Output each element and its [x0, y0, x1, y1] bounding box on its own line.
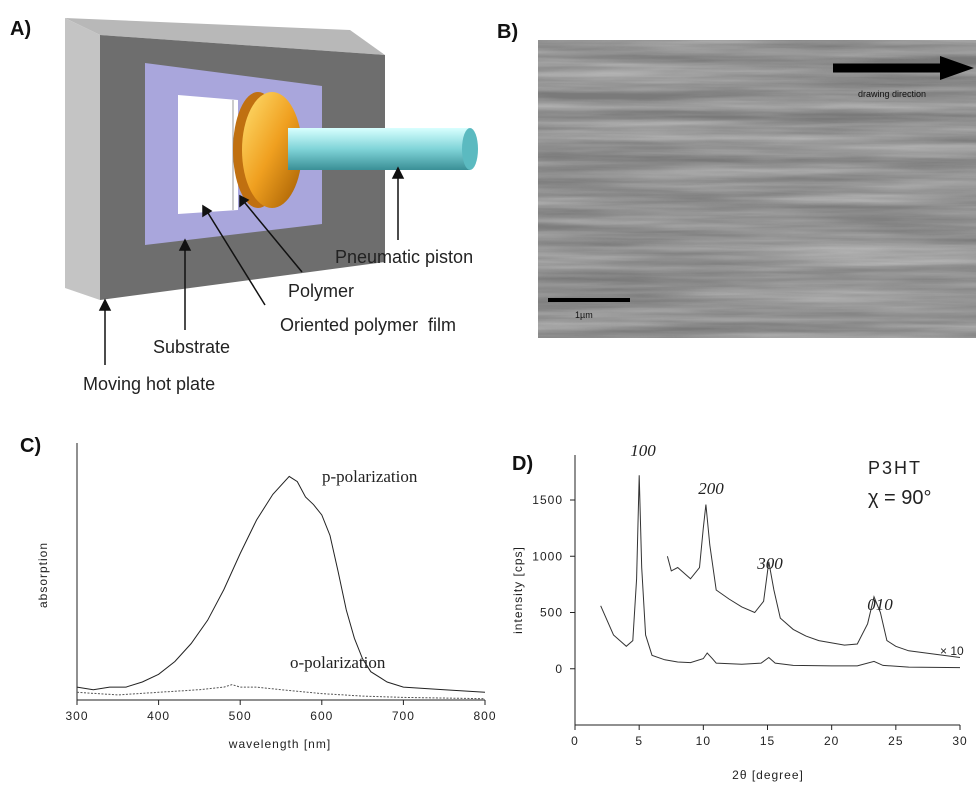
label: Moving hot plate	[83, 374, 215, 394]
arrow-label: drawing direction	[858, 89, 926, 99]
arrows	[98, 166, 405, 365]
plate-side	[65, 18, 100, 300]
data-line	[76, 475, 486, 693]
x-axis-label: 2θ [degree]	[732, 768, 804, 782]
data-line	[666, 504, 961, 658]
x-tick-label: 600	[310, 709, 333, 723]
x-tick-label: 10	[696, 734, 711, 748]
diagram: A) Pneumatic piston Polymer Oriented pol…	[10, 18, 478, 394]
plate-top	[65, 18, 385, 55]
annotation: 010	[867, 595, 893, 614]
x-tick-label: 300	[65, 709, 88, 723]
x-tick-label: 20	[824, 734, 839, 748]
piston	[288, 128, 470, 170]
scale-label: 1µm	[575, 310, 593, 320]
label: Substrate	[153, 337, 230, 357]
annotation: P3HT	[868, 458, 922, 478]
y-axis-label: intensity [cps]	[511, 546, 525, 634]
series-label: p-polarization	[322, 467, 418, 486]
annotation: χ = 90°	[868, 487, 932, 509]
sem-texture	[538, 40, 976, 338]
label: Polymer	[288, 281, 354, 301]
y-tick-label: 500	[540, 606, 563, 620]
film-window	[178, 95, 238, 214]
sem-image: B) drawing direction 1µm	[497, 21, 976, 338]
x-tick-label: 800	[473, 709, 496, 723]
data-line	[76, 684, 486, 700]
panel-label: D)	[512, 453, 533, 475]
x-axis-label: wavelength [nm]	[228, 737, 331, 751]
y-tick-label: 1000	[532, 549, 563, 563]
annotation: 100	[630, 441, 656, 460]
x-tick-label: 400	[147, 709, 170, 723]
x-tick-label: 700	[392, 709, 415, 723]
x-tick-label: 15	[760, 734, 775, 748]
y-tick-label: 1500	[532, 493, 563, 507]
panel-label: B)	[497, 21, 518, 43]
panel-label: C)	[20, 435, 41, 457]
annotation: × 10	[940, 644, 964, 658]
piston-end	[462, 128, 478, 170]
x-tick-label: 500	[229, 709, 252, 723]
x-tick-label: 25	[888, 734, 903, 748]
y-axis-label: absorption	[36, 542, 50, 608]
y-tick-label: 0	[555, 662, 563, 676]
x-tick-label: 5	[635, 734, 643, 748]
polymer	[242, 92, 302, 208]
direction-arrow-head	[940, 56, 974, 80]
x-tick-label: 30	[952, 734, 967, 748]
x-tick-label: 0	[571, 734, 579, 748]
annotation: 200	[698, 479, 724, 498]
annotation: 300	[756, 554, 783, 573]
label: Pneumatic piston	[335, 247, 473, 267]
label: Oriented polymer film	[280, 315, 456, 335]
series-label: o-polarization	[290, 653, 386, 672]
data-line	[600, 475, 961, 669]
panel-label: A)	[10, 18, 31, 40]
